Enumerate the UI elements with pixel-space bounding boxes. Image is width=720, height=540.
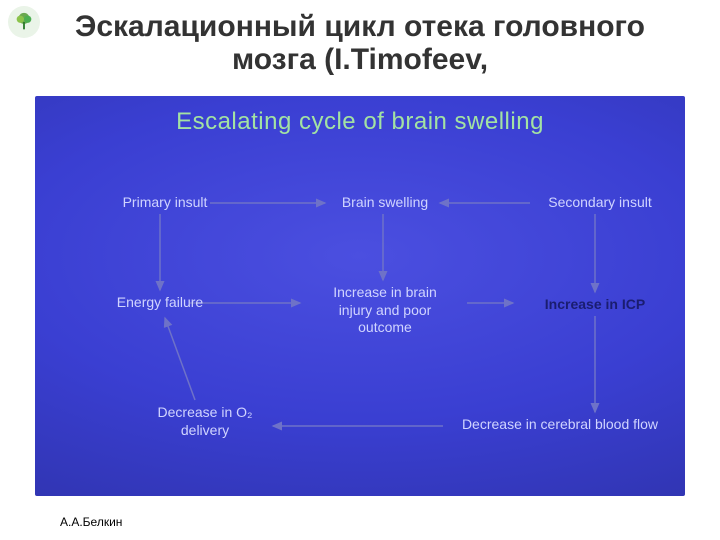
author-footer: А.А.Белкин bbox=[60, 515, 122, 529]
diagram-title: Escalating cycle of brain swelling bbox=[35, 108, 685, 136]
node-energy: Energy failure bbox=[90, 294, 230, 312]
diagram-panel: Escalating cycle of brain swelling Prima… bbox=[35, 96, 685, 496]
logo-icon bbox=[8, 6, 40, 38]
node-secondary: Secondary insult bbox=[525, 194, 675, 212]
node-cbf: Decrease in cerebral blood flow bbox=[430, 416, 685, 434]
slide: Эскалационный цикл отека головного мозга… bbox=[0, 0, 720, 540]
node-primary: Primary insult bbox=[105, 194, 225, 212]
node-o2: Decrease in O₂ delivery bbox=[130, 404, 280, 439]
slide-title: Эскалационный цикл отека головного мозга… bbox=[40, 10, 680, 76]
node-injury: Increase in brain injury and poor outcom… bbox=[300, 284, 470, 337]
node-swelling: Brain swelling bbox=[315, 194, 455, 212]
arrow bbox=[165, 318, 195, 400]
node-icp: Increase in ICP bbox=[510, 296, 680, 314]
